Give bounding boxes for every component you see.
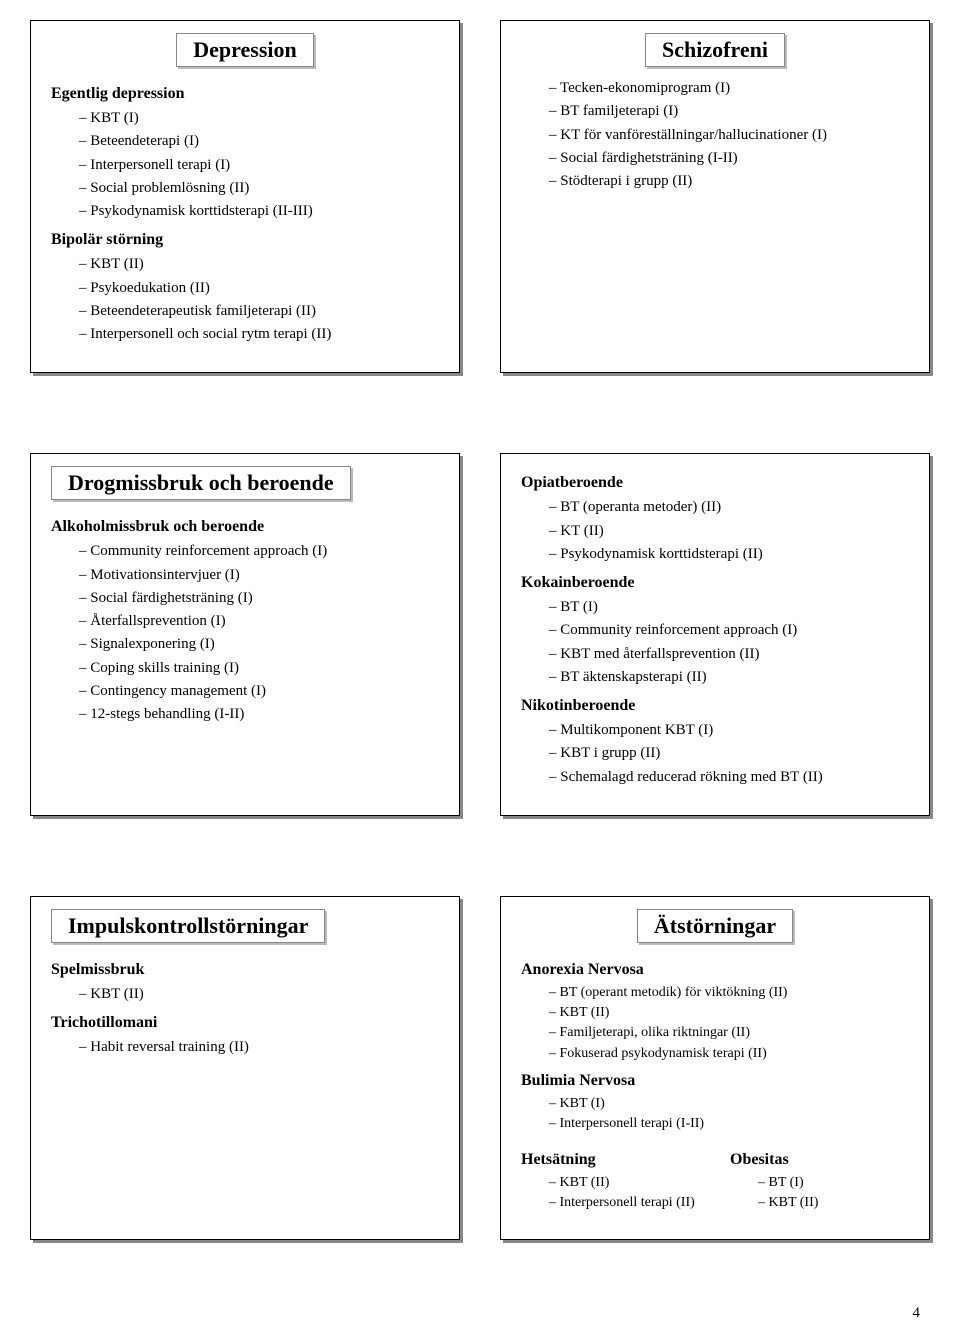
panel-impulskontroll: Impulskontrollstörningar Spelmissbruk KBT… xyxy=(30,896,460,1240)
group-heading: Hetsätning xyxy=(521,1151,700,1169)
list-item: Interpersonell terapi (II) xyxy=(549,1193,700,1213)
item-list: Habit reversal training (II) xyxy=(51,1036,439,1059)
item-list: KBT (II) xyxy=(51,983,439,1006)
list-item: KBT (II) xyxy=(758,1193,909,1213)
list-item: Social färdighetsträning (I-II) xyxy=(549,147,909,170)
panel-schizofreni: Schizofreni Tecken-ekonomiprogram (I)BT … xyxy=(500,20,930,373)
item-list: KBT (II)Psykoedukation (II)Beteendeterap… xyxy=(51,253,439,346)
panel-title: Drogmissbruk och beroende xyxy=(51,466,351,500)
list-item: KT (II) xyxy=(549,520,909,543)
group-heading: Alkoholmissbruk och beroende xyxy=(51,518,439,536)
list-item: BT (operant metodik) för viktökning (II) xyxy=(549,983,909,1003)
group-heading: Bipolär störning xyxy=(51,231,439,249)
group-heading: Egentlig depression xyxy=(51,85,439,103)
item-list: BT (I)Community reinforcement approach (… xyxy=(521,596,909,689)
list-item: 12-stegs behandling (I-II) xyxy=(79,703,439,726)
list-item: Tecken-ekonomiprogram (I) xyxy=(549,77,909,100)
panel-title: Ätstörningar xyxy=(637,909,793,943)
list-item: Signalexponering (I) xyxy=(79,633,439,656)
row-1: Depression Egentlig depressionKBT (I)Bet… xyxy=(30,20,930,373)
list-item: KBT i grupp (II) xyxy=(549,742,909,765)
list-item: Psykoedukation (II) xyxy=(79,277,439,300)
group-heading: Opiatberoende xyxy=(521,474,909,492)
page-number: 4 xyxy=(913,1305,921,1322)
list-item: KBT med återfallsprevention (II) xyxy=(549,643,909,666)
list-item: Coping skills training (I) xyxy=(79,657,439,680)
item-list: Tecken-ekonomiprogram (I)BT familjeterap… xyxy=(521,77,909,193)
group-heading: Anorexia Nervosa xyxy=(521,961,909,979)
list-item: Habit reversal training (II) xyxy=(79,1036,439,1059)
list-item: Interpersonell terapi (I-II) xyxy=(549,1114,909,1134)
list-item: Community reinforcement approach (I) xyxy=(79,540,439,563)
list-item: KBT (II) xyxy=(79,983,439,1006)
item-list: BT (operanta metoder) (II)KT (II)Psykody… xyxy=(521,496,909,566)
list-item: Psykodynamisk korttidsterapi (II-III) xyxy=(79,200,439,223)
list-item: BT (I) xyxy=(549,596,909,619)
item-list: KBT (I)Interpersonell terapi (I-II) xyxy=(521,1094,909,1135)
row-2: Drogmissbruk och beroende Alkoholmissbru… xyxy=(30,453,930,816)
panel-atstorningar: Ätstörningar Anorexia Nervosa BT (operant… xyxy=(500,896,930,1240)
list-item: Schemalagd reducerad rökning med BT (II) xyxy=(549,766,909,789)
item-list: BT (operant metodik) för viktökning (II)… xyxy=(521,983,909,1064)
panel-title: Impulskontrollstörningar xyxy=(51,909,325,943)
group-heading: Spelmissbruk xyxy=(51,961,439,979)
list-item: Familjeterapi, olika riktningar (II) xyxy=(549,1023,909,1043)
list-item: Interpersonell terapi (I) xyxy=(79,154,439,177)
list-item: KBT (I) xyxy=(549,1094,909,1114)
item-list: Multikomponent KBT (I)KBT i grupp (II)Sc… xyxy=(521,719,909,789)
group-heading: Trichotillomani xyxy=(51,1014,439,1032)
group-heading: Obesitas xyxy=(730,1151,909,1169)
group-heading: Bulimia Nervosa xyxy=(521,1072,909,1090)
group-heading: Kokainberoende xyxy=(521,574,909,592)
list-item: Multikomponent KBT (I) xyxy=(549,719,909,742)
panel-drog-right: OpiatberoendeBT (operanta metoder) (II)K… xyxy=(500,453,930,816)
list-item: BT (operanta metoder) (II) xyxy=(549,496,909,519)
list-item: Social problemlösning (II) xyxy=(79,177,439,200)
item-list: KBT (I)Beteendeterapi (I)Interpersonell … xyxy=(51,107,439,223)
list-item: Beteendeterapeutisk familjeterapi (II) xyxy=(79,300,439,323)
panel-drogmissbruk: Drogmissbruk och beroende Alkoholmissbru… xyxy=(30,453,460,816)
panel-title: Depression xyxy=(176,33,314,67)
item-list: Community reinforcement approach (I)Moti… xyxy=(51,540,439,726)
list-item: Interpersonell och social rytm terapi (I… xyxy=(79,323,439,346)
list-item: KBT (II) xyxy=(549,1173,700,1193)
list-item: Fokuserad psykodynamisk terapi (II) xyxy=(549,1044,909,1064)
list-item: KBT (II) xyxy=(549,1003,909,1023)
list-item: Återfallsprevention (I) xyxy=(79,610,439,633)
group-heading: Nikotinberoende xyxy=(521,697,909,715)
panel-depression: Depression Egentlig depressionKBT (I)Bet… xyxy=(30,20,460,373)
list-item: BT familjeterapi (I) xyxy=(549,100,909,123)
row-3: Impulskontrollstörningar Spelmissbruk KBT… xyxy=(30,896,930,1240)
panel-title: Schizofreni xyxy=(645,33,785,67)
list-item: KBT (II) xyxy=(79,253,439,276)
list-item: Psykodynamisk korttidsterapi (II) xyxy=(549,543,909,566)
list-item: Beteendeterapi (I) xyxy=(79,130,439,153)
list-item: KBT (I) xyxy=(79,107,439,130)
list-item: Motivationsintervjuer (I) xyxy=(79,564,439,587)
list-item: BT (I) xyxy=(758,1173,909,1193)
two-column-group: Hetsätning KBT (II)Interpersonell terapi… xyxy=(521,1143,909,1222)
list-item: BT äktenskapsterapi (II) xyxy=(549,666,909,689)
list-item: Stödterapi i grupp (II) xyxy=(549,170,909,193)
list-item: Social färdighetsträning (I) xyxy=(79,587,439,610)
list-item: Contingency management (I) xyxy=(79,680,439,703)
list-item: KT för vanföreställningar/hallucinatione… xyxy=(549,124,909,147)
list-item: Community reinforcement approach (I) xyxy=(549,619,909,642)
